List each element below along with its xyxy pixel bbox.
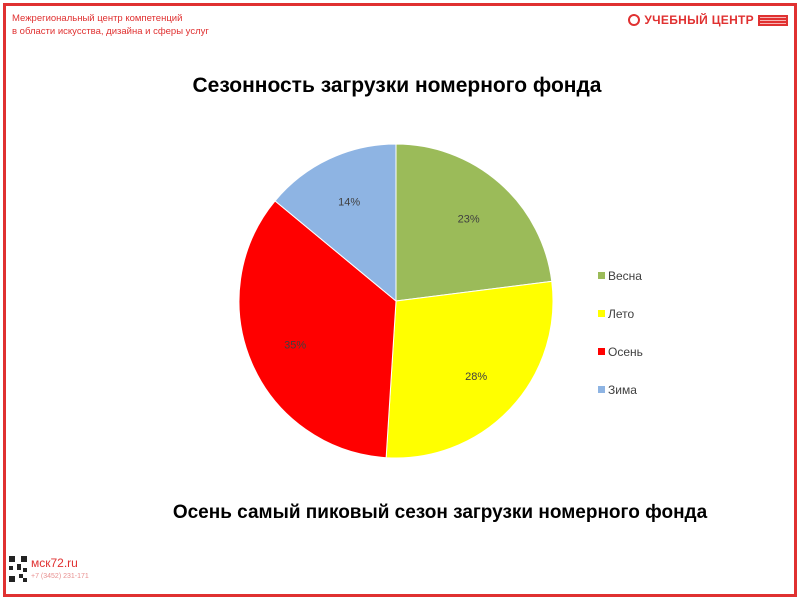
legend-swatch — [598, 272, 605, 279]
footer-website[interactable]: мск72.ru — [31, 556, 78, 570]
legend-label: Зима — [608, 383, 637, 397]
legend-label: Осень — [608, 345, 643, 359]
qr-code-icon — [9, 556, 27, 582]
organization-name: Межрегиональный центр компетенций в обла… — [12, 12, 209, 38]
pie-slice — [238, 200, 397, 459]
slide-frame — [3, 3, 797, 597]
logo-circle-icon — [628, 14, 641, 26]
logo-badge — [758, 14, 788, 26]
conclusion-caption: Осень самый пиковый сезон загрузки номер… — [172, 502, 708, 523]
pie-slice-label: 23% — [458, 214, 480, 226]
pie-slice — [385, 280, 554, 459]
chart-legend: Весна Лето Осень Зима — [598, 269, 643, 397]
pie-slice-label: 35% — [284, 340, 306, 352]
legend-swatch — [598, 310, 605, 317]
training-center-logo[interactable]: УЧЕБНЫЙ ЦЕНТР — [628, 12, 788, 28]
pie-slice-label: 28% — [465, 371, 487, 383]
organization-name-line2: в области искусства, дизайна и сферы усл… — [12, 26, 209, 37]
legend-label: Весна — [608, 269, 642, 283]
legend-swatch — [598, 386, 605, 393]
pie-slice — [274, 143, 397, 303]
pie-slice — [395, 143, 553, 302]
legend-swatch — [598, 348, 605, 355]
footer-phone: +7 (3452) 231-171 — [31, 573, 89, 580]
organization-name-line1: Межрегиональный центр компетенций — [12, 13, 183, 24]
logo-text: УЧЕБНЫЙ ЦЕНТР — [644, 13, 754, 27]
chart-title: Сезонность загрузки номерного фонда — [193, 74, 602, 97]
legend-label: Лето — [608, 307, 635, 321]
pie-slice-label: 14% — [338, 197, 360, 209]
